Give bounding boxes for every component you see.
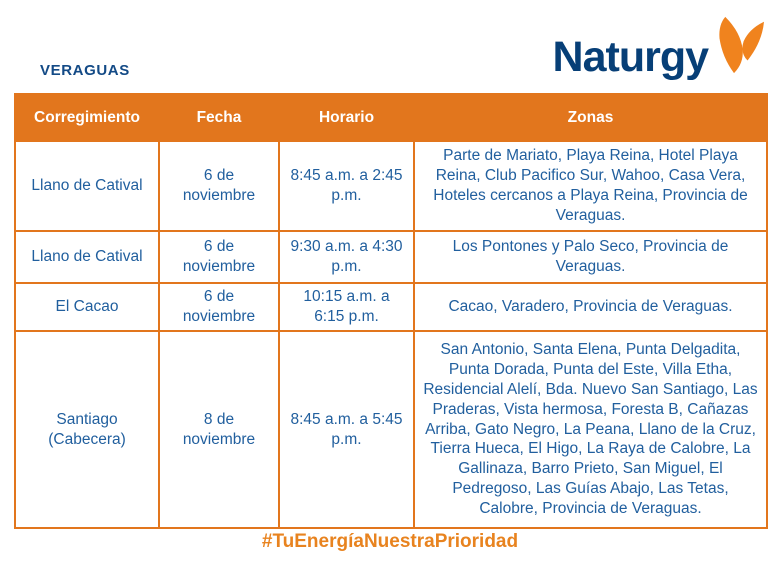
cell-corregimiento: Llano de Catival bbox=[14, 230, 160, 284]
table-header: Corregimiento Fecha Horario Zonas bbox=[14, 93, 768, 142]
cell-fecha: 8 de noviembre bbox=[158, 330, 280, 529]
table-row: Llano de Catival 6 de noviembre 8:45 a.m… bbox=[14, 140, 768, 232]
cell-zonas: San Antonio, Santa Elena, Punta Delgadit… bbox=[413, 330, 768, 529]
outage-schedule-table: Corregimiento Fecha Horario Zonas Llano … bbox=[14, 93, 768, 529]
cell-zonas: Cacao, Varadero, Provincia de Veraguas. bbox=[413, 282, 768, 332]
naturgy-logo: Naturgy bbox=[552, 16, 764, 81]
cell-zonas: Parte de Mariato, Playa Reina, Hotel Pla… bbox=[413, 140, 768, 232]
hashtag-footer: #TuEnergíaNuestraPrioridad bbox=[261, 531, 519, 552]
cell-fecha: 6 de noviembre bbox=[158, 282, 280, 332]
table-row: Santiago (Cabecera) 8 de noviembre 8:45 … bbox=[14, 330, 768, 529]
cell-corregimiento: El Cacao bbox=[14, 282, 160, 332]
table-header-row: Corregimiento Fecha Horario Zonas bbox=[14, 93, 768, 142]
table-row: El Cacao 6 de noviembre 10:15 a.m. a 6:1… bbox=[14, 282, 768, 332]
header-corregimiento: Corregimiento bbox=[14, 93, 160, 142]
cell-fecha: 6 de noviembre bbox=[158, 230, 280, 284]
cell-fecha: 6 de noviembre bbox=[158, 140, 280, 232]
region-title: VERAGUAS bbox=[40, 62, 130, 79]
butterfly-icon bbox=[719, 16, 764, 74]
cell-zonas: Los Pontones y Palo Seco, Provincia de V… bbox=[413, 230, 768, 284]
cell-corregimiento: Llano de Catival bbox=[14, 140, 160, 232]
cell-corregimiento: Santiago (Cabecera) bbox=[14, 330, 160, 529]
cell-horario: 10:15 a.m. a 6:15 p.m. bbox=[278, 282, 415, 332]
header-fecha: Fecha bbox=[158, 93, 280, 142]
table-row: Llano de Catival 6 de noviembre 9:30 a.m… bbox=[14, 230, 768, 284]
cell-horario: 8:45 a.m. a 2:45 p.m. bbox=[278, 140, 415, 232]
naturgy-logo-text: Naturgy bbox=[552, 33, 709, 81]
header-zonas: Zonas bbox=[413, 93, 768, 142]
cell-horario: 9:30 a.m. a 4:30 p.m. bbox=[278, 230, 415, 284]
header-horario: Horario bbox=[278, 93, 415, 142]
cell-horario: 8:45 a.m. a 5:45 p.m. bbox=[278, 330, 415, 529]
